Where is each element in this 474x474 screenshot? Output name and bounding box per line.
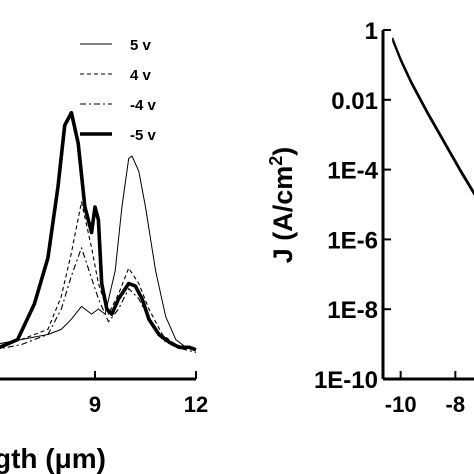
legend-label: -4 v <box>130 97 157 114</box>
y-tick-label: 1E-10 <box>314 367 378 394</box>
y-tick-label: 1E-8 <box>327 297 378 324</box>
x-axis-label: gth (μm) <box>0 443 106 474</box>
legend: 5 v 4 v -4 v -5 v <box>80 37 157 144</box>
series-line <box>391 40 474 196</box>
y-tick-label: 1 <box>365 18 378 45</box>
y-axis-label-superscript: 2 <box>266 156 286 166</box>
series-line <box>0 247 197 353</box>
spectrum-chart: 9 12 5 v 4 v -4 v -5 v gth (μm) <box>0 37 208 474</box>
x-tick-label: 9 <box>89 392 101 417</box>
x-tick-label: -8 <box>446 392 466 417</box>
legend-label: -5 v <box>130 127 157 144</box>
series-line <box>0 110 197 352</box>
series-line <box>391 37 474 193</box>
y-axis-label-suffix: ) <box>268 147 298 156</box>
y-axis-label: J (A/cm2) <box>266 147 298 264</box>
series-line <box>0 201 197 351</box>
y-axis-label-main: J (A/cm <box>268 166 298 264</box>
y-tick-label: 1E-4 <box>327 158 378 185</box>
series-line <box>0 155 197 351</box>
y-tick-label: 1E-6 <box>327 227 378 254</box>
legend-label: 4 v <box>130 67 152 84</box>
legend-label: 5 v <box>130 37 152 54</box>
x-tick-label: 12 <box>184 392 208 417</box>
y-tick-label: 0.01 <box>331 88 378 115</box>
x-tick-label: -10 <box>385 392 417 417</box>
